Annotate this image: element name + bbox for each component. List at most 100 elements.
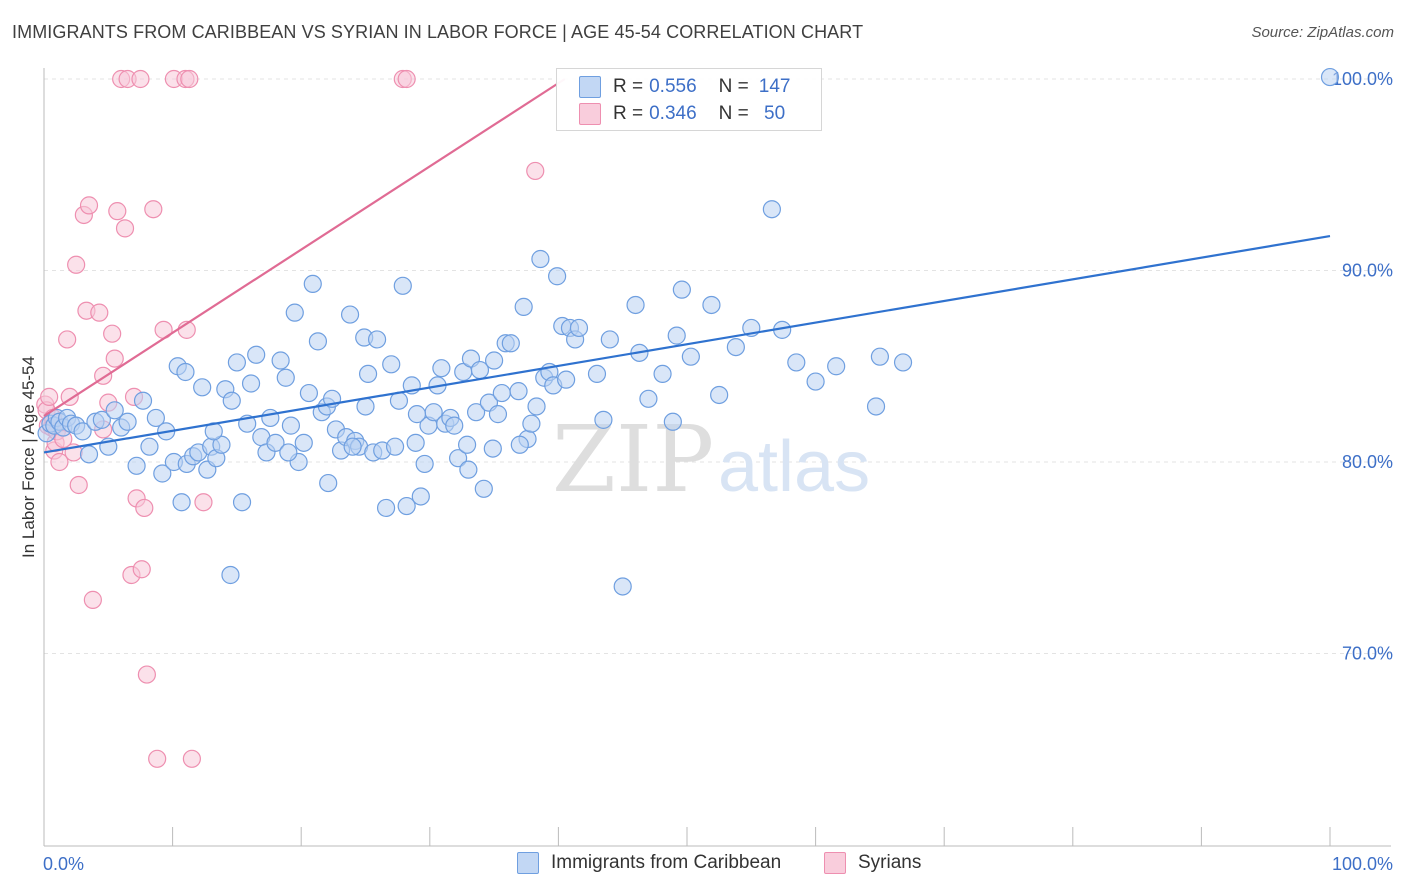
syrians-point [182,749,201,768]
caribbean-point [569,318,589,338]
caribbean-point [653,364,672,384]
caribbean-points [37,67,1340,596]
syrians-point [105,349,124,368]
caribbean-point [247,345,266,364]
caribbean-point [232,493,252,512]
caribbean-point [146,408,165,428]
caribbean-point [466,403,486,422]
caribbean-point [285,303,304,322]
caribbean-trend-line [43,234,1331,454]
caribbean-point [639,389,658,408]
syrians-point [79,196,99,215]
legend-n-label: N = [718,103,749,124]
caribbean-point [221,565,240,585]
caribbean-point [79,445,99,464]
chart-title: IMMIGRANTS FROM CARIBBEAN VS SYRIAN IN L… [12,22,864,42]
caribbean-point [133,391,153,410]
caribbean-point [509,382,528,401]
caribbean-point [222,391,241,410]
legend-n-value: 147 [758,76,791,97]
caribbean-point [92,410,111,429]
caribbean-point [153,464,172,483]
syrians-point [131,69,150,89]
legend-r-value: 0.346 [649,103,697,124]
caribbean-point [118,412,137,431]
caribbean-point [485,351,504,370]
syrians-point [144,200,163,219]
x-tick-label-min: 0.0% [43,854,84,874]
caribbean-point [393,276,412,295]
caribbean-point [271,351,290,370]
caribbean-point [726,338,745,357]
caribbean-point [663,412,682,431]
caribbean-point [432,359,451,378]
caribbean-point [893,353,913,372]
syrians-point [194,493,213,512]
caribbean-point [299,383,319,403]
caribbean-point [276,368,295,387]
y-tick-label: 80.0% [1342,452,1393,472]
caribbean-point [385,437,405,456]
y-axis-label: In Labor Force | Age 45-54 [19,356,38,558]
legend-row-syrians: R = 0.346 N = 50 [579,102,785,126]
legend-r-value: 0.556 [649,76,697,97]
axes [43,68,1391,847]
legend-n-label: N = [718,76,749,97]
caribbean-point [445,416,464,435]
trend-lines [43,78,1331,454]
syrians-point [69,475,88,495]
legend-swatch-pink [579,103,601,125]
syrians-point [90,303,109,322]
caribbean-point [522,414,541,433]
caribbean-point [281,416,301,435]
legend-label-caribbean: Immigrants from Caribbean [551,852,782,873]
syrians-trend-line [43,78,566,417]
caribbean-point [319,473,338,493]
legend-swatch-blue [579,76,601,98]
syrians-point [50,452,69,472]
caribbean-point [358,364,378,384]
caribbean-point [667,326,686,345]
x-ticks [172,827,1331,846]
caribbean-point [241,374,261,393]
caribbean-point [762,200,781,219]
caribbean-point [594,410,613,429]
y-tick-label: 100.0% [1332,69,1393,89]
caribbean-point [457,435,477,454]
caribbean-point [488,405,508,424]
syrians-point [40,387,59,406]
legend-row-caribbean: R = 0.556 N = 147 [579,75,790,99]
y-tick-label: 70.0% [1342,644,1393,664]
watermark: ZIP atlas [552,406,870,513]
caribbean-point [397,496,416,516]
syrians-point [397,69,416,89]
syrians-point [148,749,167,768]
caribbean-point [806,372,825,391]
caribbean-point [367,330,387,349]
caribbean-point [710,385,729,405]
caribbean-point [787,353,806,372]
caribbean-point [73,422,92,441]
y-tick-labels: 70.0% 80.0% 90.0% 100.0% [1332,69,1393,664]
caribbean-point [557,370,576,389]
caribbean-point [1320,67,1340,87]
watermark-zip: ZIP [552,406,714,513]
caribbean-point [266,433,285,452]
caribbean-point [279,443,298,462]
syrians-point [180,69,199,89]
caribbean-point [294,433,313,452]
caribbean-point [702,295,721,315]
caribbean-point [448,449,468,468]
caribbean-point [227,353,246,372]
chart-source: Source: ZipAtlas.com [1251,24,1394,41]
syrians-point [67,255,86,274]
caribbean-point [308,332,328,351]
caribbean-point [382,355,401,374]
syrians-point [58,330,77,349]
stats-legend: R = 0.556 N = 147 R = 0.346 N = 50 [556,68,822,131]
caribbean-point [411,487,430,506]
syrians-point [103,324,122,343]
syrians-point [132,560,151,579]
legend-item-syrians: Syrians [824,852,921,874]
